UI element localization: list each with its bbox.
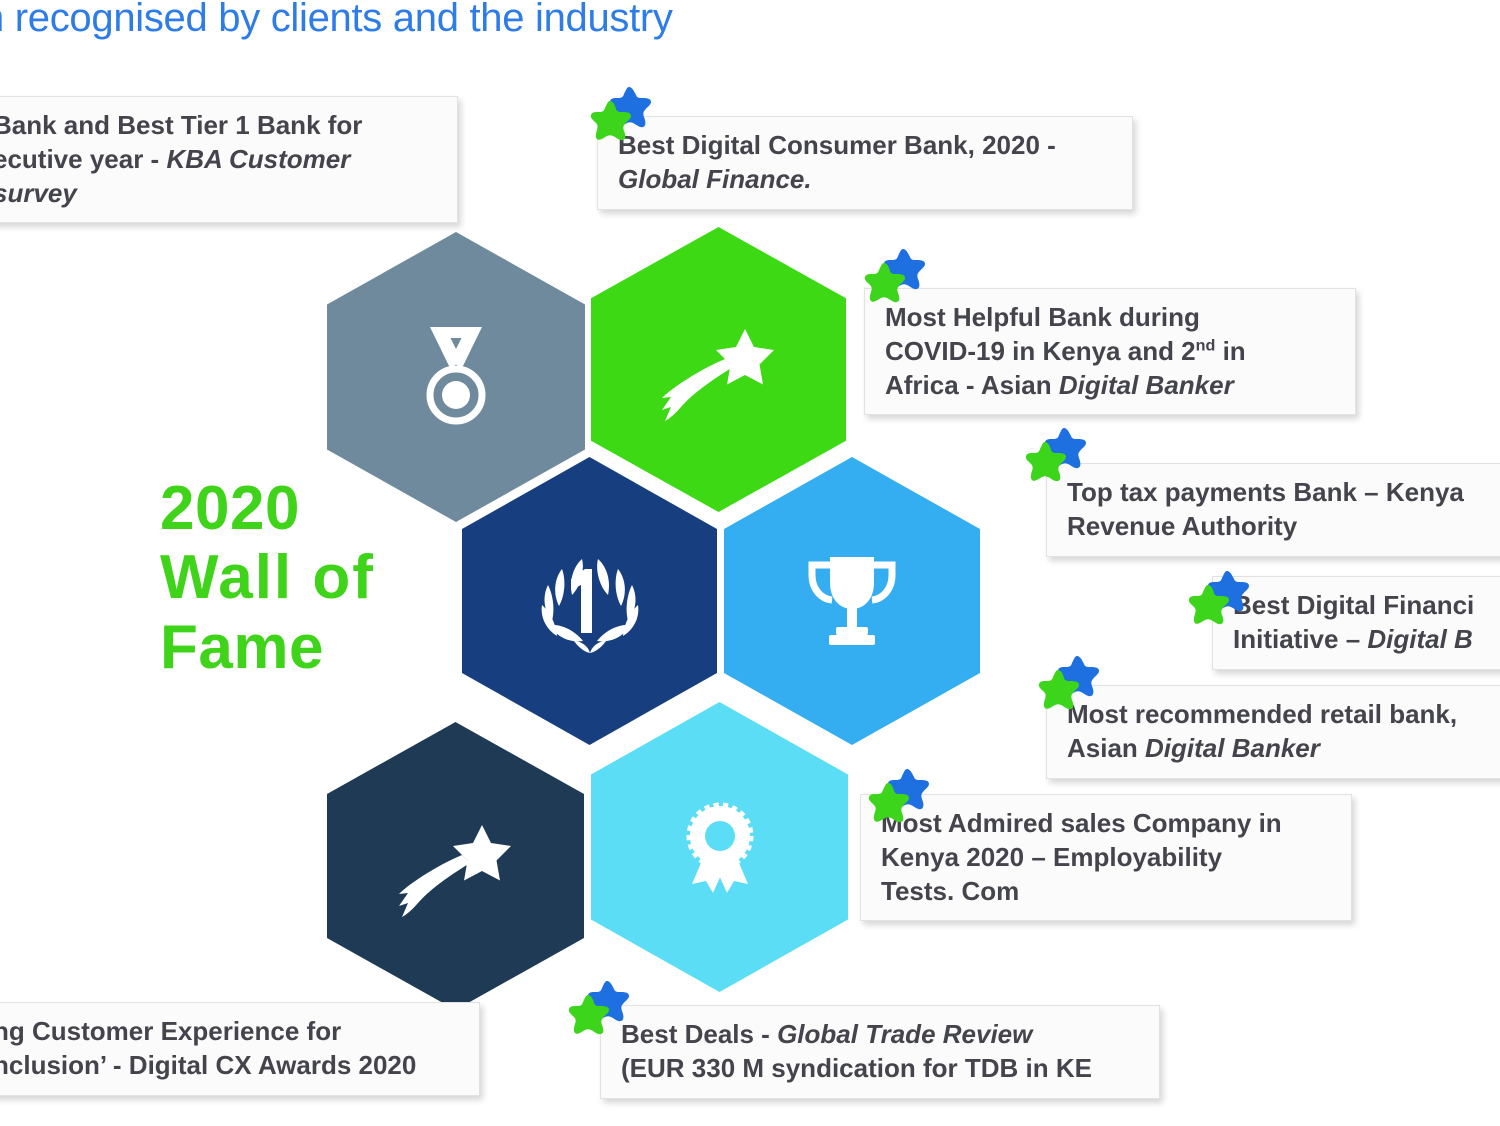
shooting-star-icon — [398, 825, 511, 917]
star-badge — [866, 768, 930, 826]
award-card-kba-customer-survey[interactable]: Bank and Best Tier 1 Bank for ecutive ye… — [0, 96, 458, 224]
hexagon-laurel-number-one[interactable] — [462, 457, 717, 745]
award-line: Top tax payments Bank – Kenya — [1067, 477, 1464, 507]
star-badge — [566, 980, 630, 1038]
star-badge — [1036, 655, 1100, 713]
award-line: Best Digital Financi — [1233, 590, 1475, 620]
star-badge — [588, 86, 652, 144]
award-line: Bank and Best Tier 1 Bank for — [0, 110, 363, 140]
heading-line-2: Wall of — [160, 543, 375, 613]
award-line: Revenue Authority — [1067, 510, 1298, 541]
hexagon-award-rosette[interactable] — [591, 702, 848, 992]
heading-line-3: Fame — [160, 612, 324, 682]
award-card-best-deals-global-trade-review[interactable]: Best Deals - Global Trade Review (EUR 33… — [600, 1005, 1160, 1099]
star-green-icon — [1025, 442, 1066, 482]
hexagon-shooting-star-navy[interactable] — [327, 722, 584, 1010]
award-rosette-icon — [686, 802, 753, 893]
laurel-wreath-number-one-icon — [541, 559, 638, 653]
wall-of-fame-heading: 2020 Wall of Fame — [160, 474, 460, 682]
award-line: Global Finance. — [618, 163, 812, 194]
award-line: Most Helpful Bank during — [885, 302, 1200, 332]
award-line: Africa - Asian Digital Banker — [885, 369, 1234, 400]
award-line: nclusion’ - Digital CX Awards 2020 — [0, 1049, 417, 1080]
award-line: Most Admired sales Company in — [881, 808, 1282, 838]
award-line: Best Deals - Global Trade Review — [621, 1019, 1033, 1049]
trophy-icon — [808, 557, 896, 645]
award-card-digital-cx-awards[interactable]: ng Customer Experience for nclusion’ - D… — [0, 1002, 480, 1096]
hexagon-trophy[interactable] — [724, 457, 980, 745]
award-line: Tests. Com — [881, 875, 1020, 906]
star-green-icon — [1038, 670, 1079, 710]
medal-icon — [426, 327, 486, 425]
star-badge — [1023, 427, 1087, 485]
award-line: Most recommended retail bank, — [1067, 699, 1458, 729]
award-line: ng Customer Experience for — [0, 1016, 342, 1046]
star-badge — [862, 248, 926, 306]
star-green-icon — [590, 101, 631, 141]
award-card-most-admired-sales-company[interactable]: Most Admired sales Company in Kenya 2020… — [860, 794, 1352, 922]
award-card-best-digital-financial-initiative[interactable]: Best Digital Financi Initiative – Digita… — [1212, 576, 1500, 670]
award-line: survey — [0, 177, 77, 208]
heading-line-1: 2020 — [160, 474, 300, 543]
award-line: (EUR 330 M syndication for TDB in KE — [621, 1052, 1092, 1083]
hexagon-shooting-star-green[interactable] — [591, 227, 846, 512]
award-line: ecutive year - KBA Customer — [0, 143, 351, 174]
award-card-most-recommended-retail-bank[interactable]: Most recommended retail bank, Asian Digi… — [1046, 685, 1500, 779]
award-line: Kenya 2020 – Employability — [881, 841, 1223, 872]
star-green-icon — [568, 995, 609, 1035]
award-card-top-tax-payments-bank[interactable]: Top tax payments Bank – Kenya Revenue Au… — [1046, 463, 1500, 557]
shooting-star-icon — [661, 328, 774, 421]
star-green-icon — [868, 783, 909, 823]
star-green-icon — [864, 263, 905, 303]
page-title: n recognised by clients and the industry — [0, 0, 673, 40]
hexagon-medal[interactable] — [327, 232, 585, 522]
star-green-icon — [1188, 585, 1229, 625]
award-line: Best Digital Consumer Bank, 2020 - — [618, 130, 1056, 160]
award-card-most-helpful-bank-covid[interactable]: Most Helpful Bank during COVID-19 in Ken… — [864, 288, 1356, 416]
award-line: Asian Digital Banker — [1067, 732, 1320, 763]
award-line: COVID-19 in Kenya and 2nd in — [885, 335, 1246, 366]
star-badge — [1186, 570, 1250, 628]
award-card-best-digital-consumer-bank[interactable]: Best Digital Consumer Bank, 2020 - Globa… — [597, 116, 1133, 210]
award-line: Initiative – Digital B — [1233, 623, 1473, 654]
